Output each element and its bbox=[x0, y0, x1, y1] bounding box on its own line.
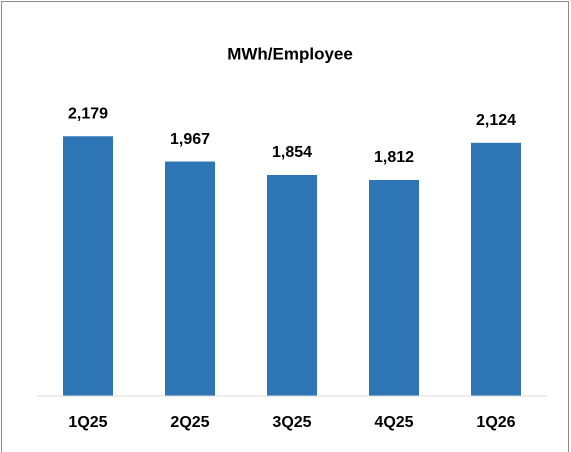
bar bbox=[369, 180, 419, 396]
bar bbox=[63, 136, 113, 397]
data-label: 2,124 bbox=[476, 112, 516, 129]
data-label: 1,854 bbox=[272, 144, 312, 161]
x-tick-label: 2Q25 bbox=[170, 414, 209, 431]
x-tick-label: 4Q25 bbox=[374, 414, 413, 431]
x-tick-label: 1Q25 bbox=[68, 414, 107, 431]
data-label: 1,812 bbox=[374, 149, 414, 166]
bar bbox=[165, 161, 215, 396]
x-tick-label: 3Q25 bbox=[272, 414, 311, 431]
x-tick-label: 1Q26 bbox=[476, 414, 515, 431]
chart-title: MWh/Employee bbox=[227, 44, 353, 63]
data-label: 2,179 bbox=[68, 105, 108, 122]
bar bbox=[471, 142, 521, 396]
bar bbox=[267, 175, 317, 396]
data-label: 1,967 bbox=[170, 131, 210, 148]
